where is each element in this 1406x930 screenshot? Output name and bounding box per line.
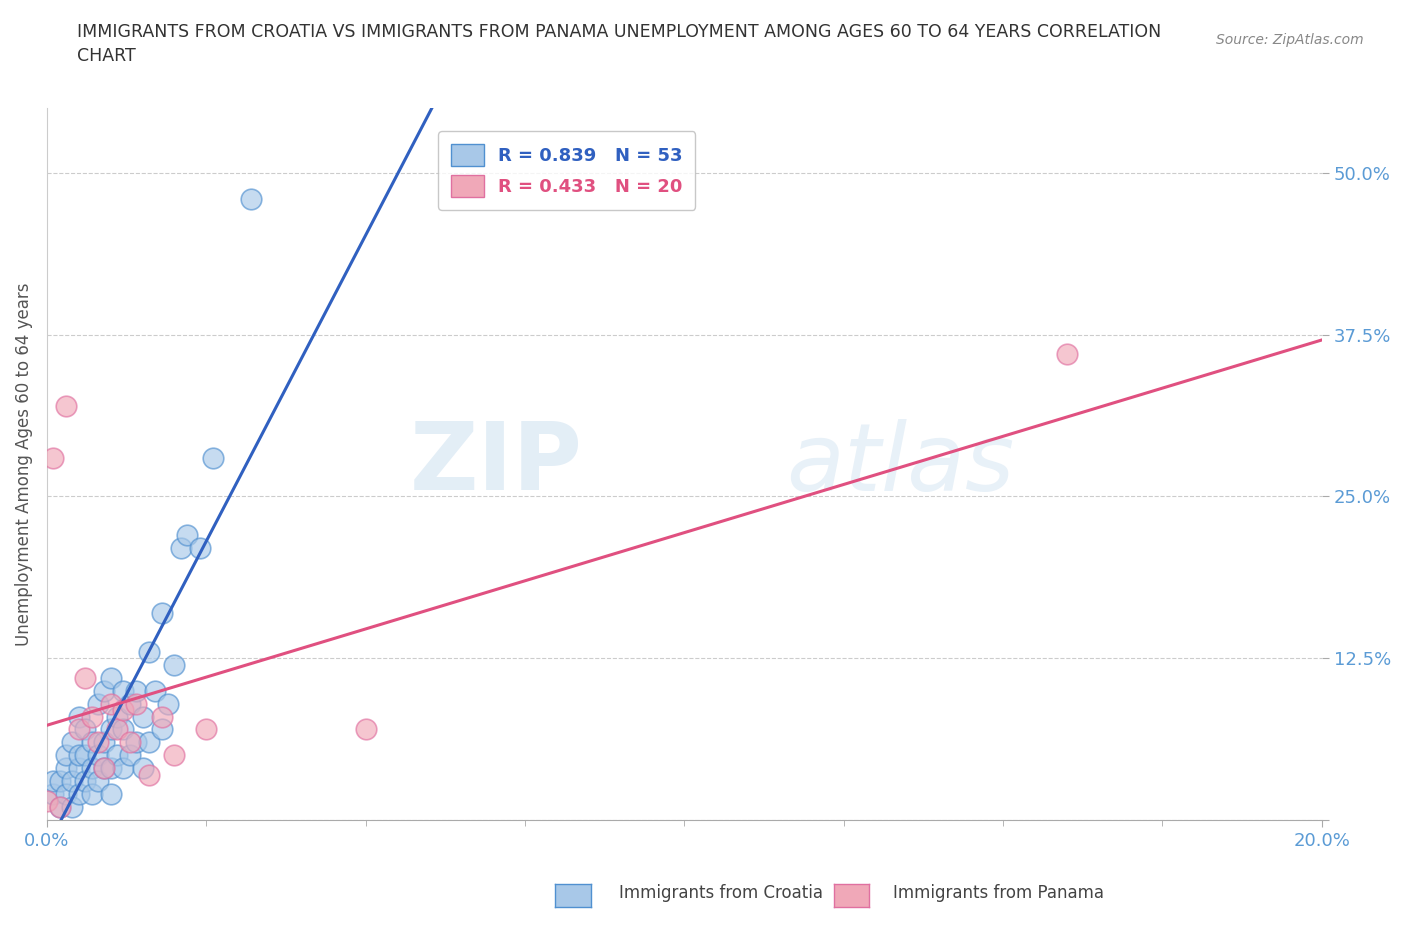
Legend: R = 0.839   N = 53, R = 0.433   N = 20: R = 0.839 N = 53, R = 0.433 N = 20 <box>439 131 695 209</box>
Point <box>125 684 148 698</box>
Point <box>67 787 90 802</box>
Point <box>138 767 160 782</box>
Point <box>131 761 153 776</box>
Point <box>55 748 77 763</box>
Point <box>48 774 70 789</box>
Point <box>55 787 77 802</box>
Point <box>75 722 97 737</box>
Point <box>354 722 377 737</box>
Point <box>138 735 160 750</box>
Point <box>118 748 141 763</box>
Point <box>143 684 166 698</box>
Point <box>75 774 97 789</box>
Point <box>67 722 90 737</box>
Point <box>87 735 110 750</box>
Point <box>75 748 97 763</box>
Point <box>195 722 218 737</box>
Point <box>100 787 122 802</box>
Point <box>163 748 186 763</box>
Text: IMMIGRANTS FROM CROATIA VS IMMIGRANTS FROM PANAMA UNEMPLOYMENT AMONG AGES 60 TO : IMMIGRANTS FROM CROATIA VS IMMIGRANTS FR… <box>77 23 1161 65</box>
Point <box>42 787 65 802</box>
Point <box>176 528 198 543</box>
Point <box>67 709 90 724</box>
Point <box>93 684 115 698</box>
Point <box>93 761 115 776</box>
Point <box>112 702 135 717</box>
Point <box>42 774 65 789</box>
Point <box>105 722 128 737</box>
Point <box>48 800 70 815</box>
Point <box>239 192 262 206</box>
Point <box>112 761 135 776</box>
Point <box>55 761 77 776</box>
Point <box>48 800 70 815</box>
Point <box>1056 347 1078 362</box>
Point <box>188 540 211 555</box>
Text: ZIP: ZIP <box>409 418 582 510</box>
Point <box>80 735 103 750</box>
Text: Immigrants from Panama: Immigrants from Panama <box>893 884 1104 902</box>
Point <box>138 644 160 659</box>
Point <box>118 735 141 750</box>
Text: atlas: atlas <box>786 418 1015 510</box>
Point <box>80 787 103 802</box>
Point <box>80 709 103 724</box>
Point <box>93 735 115 750</box>
Point <box>60 774 83 789</box>
Point <box>60 800 83 815</box>
Point <box>100 697 122 711</box>
Point <box>125 735 148 750</box>
Point <box>87 697 110 711</box>
Point <box>125 697 148 711</box>
Point <box>80 761 103 776</box>
Point <box>87 774 110 789</box>
Point <box>42 450 65 465</box>
Point <box>170 540 193 555</box>
Point <box>60 735 83 750</box>
Point <box>118 697 141 711</box>
Point <box>55 398 77 413</box>
Point <box>156 697 179 711</box>
Text: Immigrants from Croatia: Immigrants from Croatia <box>619 884 823 902</box>
Point <box>105 709 128 724</box>
Point <box>131 709 153 724</box>
Y-axis label: Unemployment Among Ages 60 to 64 years: Unemployment Among Ages 60 to 64 years <box>15 283 32 645</box>
Point <box>201 450 224 465</box>
Point <box>93 761 115 776</box>
Point <box>112 684 135 698</box>
Point <box>67 761 90 776</box>
Point <box>67 748 90 763</box>
Point <box>100 722 122 737</box>
Point <box>112 722 135 737</box>
Point <box>75 671 97 685</box>
Point <box>87 748 110 763</box>
Point <box>150 709 173 724</box>
Point <box>100 671 122 685</box>
Point <box>100 761 122 776</box>
Point <box>150 722 173 737</box>
Text: Source: ZipAtlas.com: Source: ZipAtlas.com <box>1216 33 1364 46</box>
Point <box>35 793 58 808</box>
Point <box>105 748 128 763</box>
Point <box>150 605 173 620</box>
Point <box>163 658 186 672</box>
